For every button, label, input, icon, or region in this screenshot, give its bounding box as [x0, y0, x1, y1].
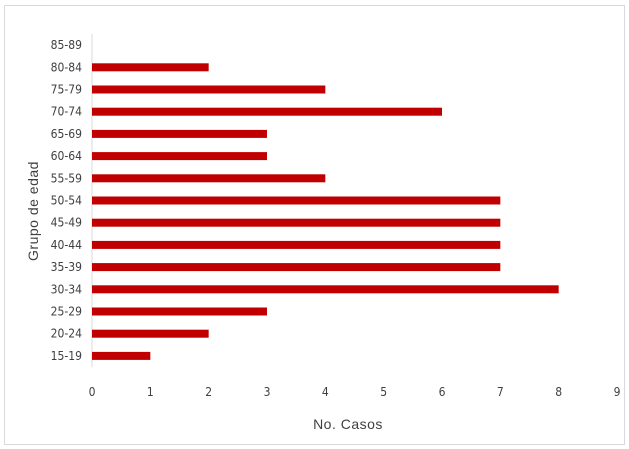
bar-80-84: [92, 63, 209, 72]
x-tick-label: 3: [264, 385, 271, 399]
bar-50-54: [92, 196, 501, 205]
bar-65-69: [92, 129, 267, 138]
bar-45-49: [92, 218, 501, 227]
y-tick-label: 70-74: [51, 105, 82, 119]
bar-30-34: [92, 285, 559, 294]
bar-55-59: [92, 174, 326, 183]
bars-group: [92, 63, 559, 360]
y-tick-label: 80-84: [51, 60, 82, 74]
y-tick-label: 25-29: [51, 305, 82, 319]
y-axis-title: Grupo de edad: [25, 161, 41, 261]
x-tick-label: 9: [614, 385, 621, 399]
x-axis-title: No. Casos: [313, 416, 383, 432]
bar-60-64: [92, 152, 267, 161]
y-tick-label: 45-49: [51, 216, 82, 230]
y-tick-label: 15-19: [51, 349, 82, 363]
bar-20-24: [92, 329, 209, 338]
x-tick-label: 1: [147, 385, 154, 399]
y-tick-label: 85-89: [51, 38, 82, 52]
x-tick-label: 4: [322, 385, 329, 399]
y-tick-label: 55-59: [51, 171, 82, 185]
y-tick-label: 30-34: [51, 282, 82, 296]
y-tick-label: 65-69: [51, 127, 82, 141]
bar-35-39: [92, 263, 501, 272]
bar-40-44: [92, 240, 501, 249]
y-tick-label: 75-79: [51, 83, 82, 97]
bar-15-19: [92, 351, 151, 360]
x-tick-label: 5: [380, 385, 387, 399]
bar-75-79: [92, 85, 326, 94]
y-tick-label: 20-24: [51, 327, 82, 341]
y-tick-label: 35-39: [51, 260, 82, 274]
bar-70-74: [92, 107, 442, 116]
y-tick-label: 40-44: [51, 238, 82, 252]
bar-25-29: [92, 307, 267, 316]
x-tick-label: 2: [205, 385, 212, 399]
y-tick-labels: 15-19 20-24 25-29 30-34 35-39 40-44 45-49 50-54…: [51, 38, 82, 363]
x-tick-label: 6: [439, 385, 446, 399]
y-tick-label: 50-54: [51, 194, 82, 208]
x-tick-label: 7: [497, 385, 504, 399]
x-tick-label: 8: [555, 385, 562, 399]
x-tick-label: 0: [89, 385, 96, 399]
y-tick-label: 60-64: [51, 149, 82, 163]
x-tick-labels: 0 1 2 3 4 5 6 7 8 9: [89, 385, 621, 399]
